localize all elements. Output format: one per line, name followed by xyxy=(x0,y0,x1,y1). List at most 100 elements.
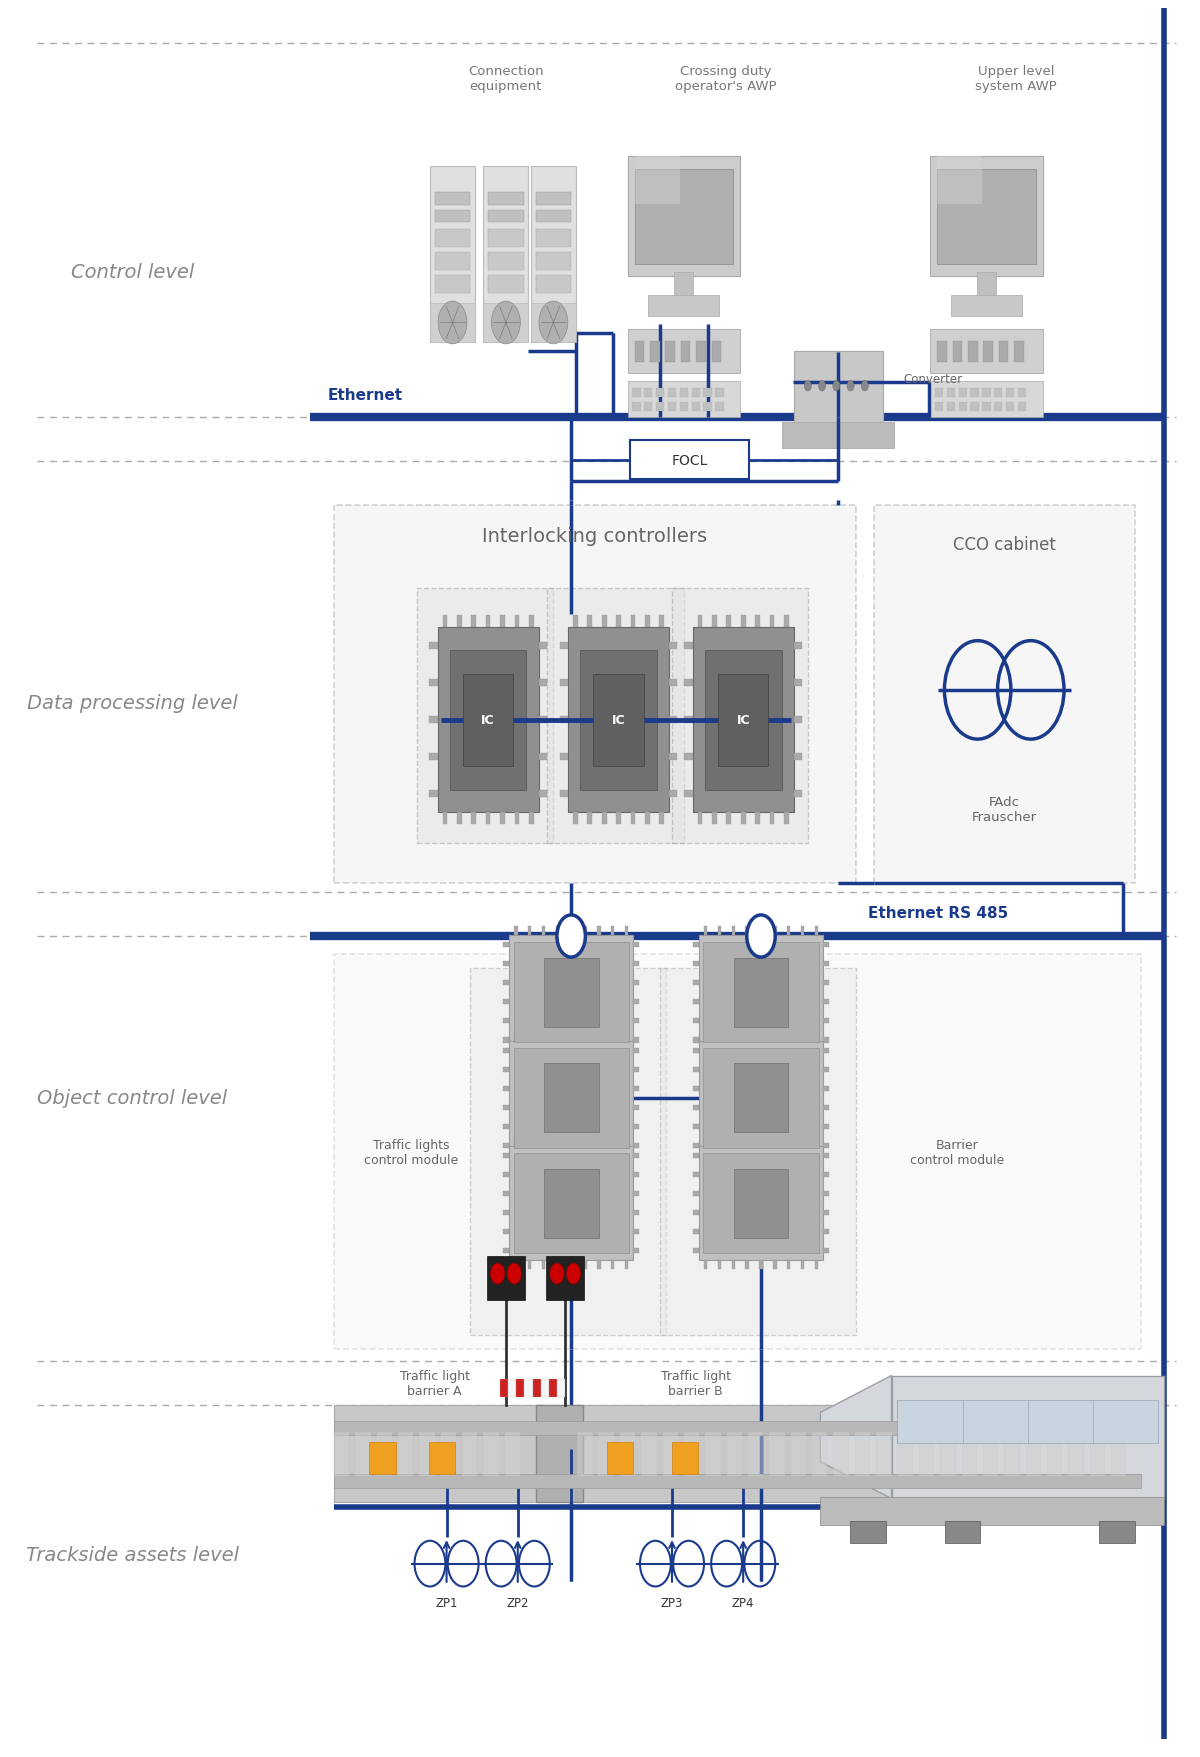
FancyBboxPatch shape xyxy=(692,1038,698,1044)
FancyBboxPatch shape xyxy=(503,1086,509,1091)
FancyBboxPatch shape xyxy=(703,1047,818,1149)
FancyBboxPatch shape xyxy=(787,1262,791,1269)
FancyBboxPatch shape xyxy=(487,1256,524,1300)
FancyBboxPatch shape xyxy=(919,1432,935,1476)
FancyBboxPatch shape xyxy=(670,791,677,798)
FancyBboxPatch shape xyxy=(684,643,692,650)
FancyBboxPatch shape xyxy=(634,1086,640,1091)
FancyBboxPatch shape xyxy=(704,1139,708,1147)
FancyBboxPatch shape xyxy=(692,1172,698,1177)
FancyBboxPatch shape xyxy=(1099,1522,1135,1543)
FancyBboxPatch shape xyxy=(787,1051,791,1058)
FancyBboxPatch shape xyxy=(660,812,665,826)
FancyBboxPatch shape xyxy=(598,1262,601,1269)
FancyBboxPatch shape xyxy=(930,156,1043,276)
FancyBboxPatch shape xyxy=(503,1047,509,1052)
FancyBboxPatch shape xyxy=(438,627,539,812)
FancyBboxPatch shape xyxy=(457,617,462,627)
FancyBboxPatch shape xyxy=(602,812,606,826)
FancyBboxPatch shape xyxy=(793,754,802,761)
FancyBboxPatch shape xyxy=(715,404,724,413)
FancyBboxPatch shape xyxy=(541,1139,545,1147)
FancyBboxPatch shape xyxy=(781,422,894,448)
FancyBboxPatch shape xyxy=(611,1051,614,1058)
FancyBboxPatch shape xyxy=(434,253,470,271)
FancyBboxPatch shape xyxy=(760,1139,763,1147)
Text: Converter: Converter xyxy=(904,372,962,387)
FancyBboxPatch shape xyxy=(428,1442,455,1474)
FancyBboxPatch shape xyxy=(484,167,528,343)
FancyBboxPatch shape xyxy=(787,1139,791,1147)
Polygon shape xyxy=(821,1376,892,1499)
FancyBboxPatch shape xyxy=(823,1144,829,1149)
FancyBboxPatch shape xyxy=(548,1379,557,1397)
FancyBboxPatch shape xyxy=(692,1105,698,1110)
FancyBboxPatch shape xyxy=(634,1066,640,1072)
FancyBboxPatch shape xyxy=(377,1432,392,1476)
FancyBboxPatch shape xyxy=(430,304,475,343)
FancyBboxPatch shape xyxy=(434,211,470,223)
Circle shape xyxy=(557,915,586,958)
FancyBboxPatch shape xyxy=(617,617,620,627)
FancyBboxPatch shape xyxy=(557,1379,565,1397)
FancyBboxPatch shape xyxy=(740,617,745,627)
FancyBboxPatch shape xyxy=(574,812,577,826)
FancyBboxPatch shape xyxy=(854,1432,870,1476)
FancyBboxPatch shape xyxy=(823,980,829,986)
Circle shape xyxy=(818,381,826,392)
FancyBboxPatch shape xyxy=(488,253,523,271)
FancyBboxPatch shape xyxy=(634,961,640,966)
FancyBboxPatch shape xyxy=(598,928,601,935)
FancyBboxPatch shape xyxy=(773,928,776,935)
FancyBboxPatch shape xyxy=(560,754,568,761)
FancyBboxPatch shape xyxy=(598,1031,601,1040)
FancyBboxPatch shape xyxy=(815,928,818,935)
FancyBboxPatch shape xyxy=(745,1051,749,1058)
FancyBboxPatch shape xyxy=(583,1139,587,1147)
FancyBboxPatch shape xyxy=(892,1376,1164,1499)
FancyBboxPatch shape xyxy=(733,1170,788,1237)
FancyBboxPatch shape xyxy=(760,1156,763,1163)
FancyBboxPatch shape xyxy=(635,169,733,264)
Text: ZP2: ZP2 xyxy=(506,1595,529,1609)
FancyBboxPatch shape xyxy=(718,675,768,766)
FancyBboxPatch shape xyxy=(696,341,706,364)
FancyBboxPatch shape xyxy=(634,1124,640,1130)
FancyBboxPatch shape xyxy=(529,812,534,826)
FancyBboxPatch shape xyxy=(935,390,943,397)
FancyBboxPatch shape xyxy=(631,617,635,627)
FancyBboxPatch shape xyxy=(961,1432,977,1476)
FancyBboxPatch shape xyxy=(503,1105,509,1110)
FancyBboxPatch shape xyxy=(718,928,721,935)
FancyBboxPatch shape xyxy=(773,1139,776,1147)
FancyBboxPatch shape xyxy=(715,390,724,397)
FancyBboxPatch shape xyxy=(556,1262,559,1269)
FancyBboxPatch shape xyxy=(821,1497,1164,1525)
FancyBboxPatch shape xyxy=(953,341,962,364)
FancyBboxPatch shape xyxy=(434,193,470,206)
FancyBboxPatch shape xyxy=(594,675,644,766)
FancyBboxPatch shape xyxy=(697,617,702,627)
FancyBboxPatch shape xyxy=(470,968,666,1335)
FancyBboxPatch shape xyxy=(704,1262,708,1269)
FancyBboxPatch shape xyxy=(800,928,804,935)
FancyBboxPatch shape xyxy=(611,928,614,935)
FancyBboxPatch shape xyxy=(631,812,635,826)
FancyBboxPatch shape xyxy=(541,1156,545,1163)
FancyBboxPatch shape xyxy=(503,1249,509,1254)
FancyBboxPatch shape xyxy=(488,276,523,293)
FancyBboxPatch shape xyxy=(632,390,641,397)
FancyBboxPatch shape xyxy=(937,341,947,364)
Text: IC: IC xyxy=(612,713,625,727)
FancyBboxPatch shape xyxy=(535,230,571,248)
FancyBboxPatch shape xyxy=(850,1522,886,1543)
FancyBboxPatch shape xyxy=(535,193,571,206)
FancyBboxPatch shape xyxy=(430,643,438,650)
Text: Trackside assets level: Trackside assets level xyxy=(25,1546,239,1564)
FancyBboxPatch shape xyxy=(748,1432,763,1476)
FancyBboxPatch shape xyxy=(800,1262,804,1269)
FancyBboxPatch shape xyxy=(983,1432,998,1476)
FancyBboxPatch shape xyxy=(560,680,568,687)
FancyBboxPatch shape xyxy=(787,1031,791,1040)
FancyBboxPatch shape xyxy=(539,717,547,724)
